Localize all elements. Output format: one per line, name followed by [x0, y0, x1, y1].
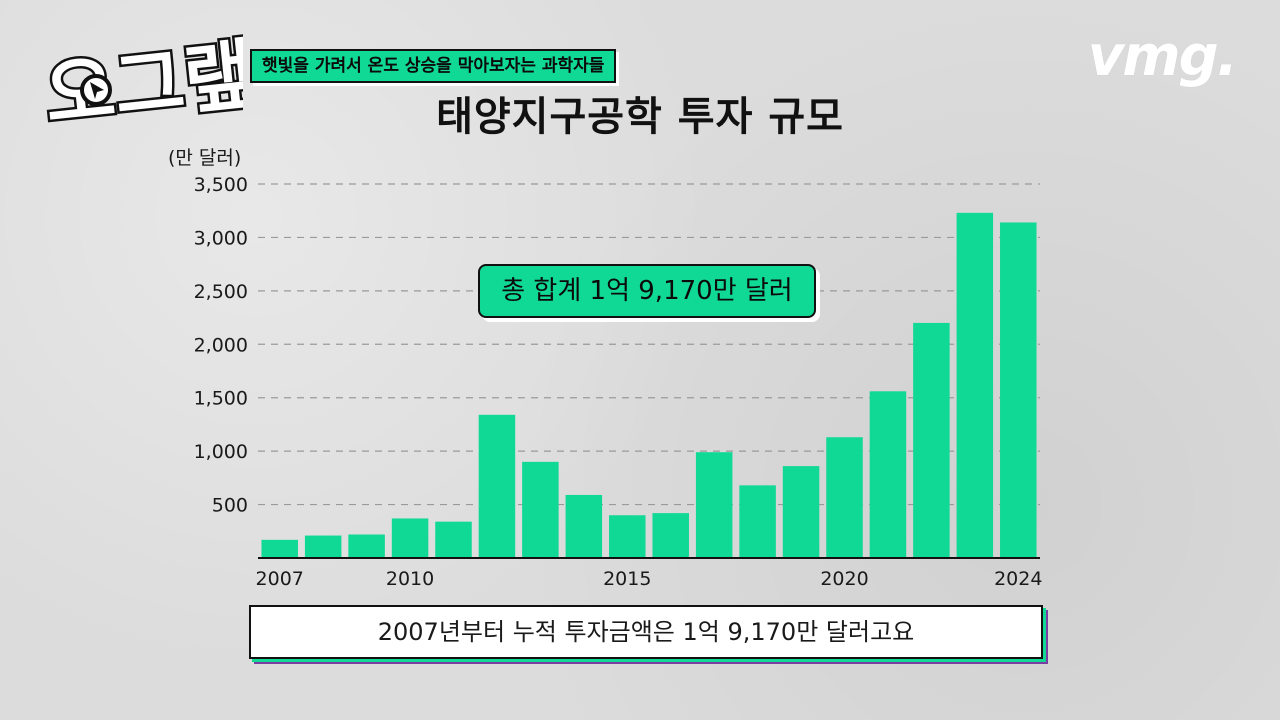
bar-2021 [869, 391, 907, 558]
bar-2012 [478, 414, 516, 558]
y-tick-label: 2,500 [194, 281, 248, 303]
y-tick-label: 500 [212, 495, 248, 517]
bar-2014 [565, 494, 603, 558]
bar-2016 [652, 513, 689, 558]
cursor-icon [80, 74, 112, 106]
x-tick-label: 2020 [820, 568, 868, 590]
bar-2018 [739, 485, 776, 558]
bar-2019 [782, 466, 820, 558]
x-tick-label: 2024 [994, 568, 1042, 590]
bar-2022 [913, 322, 950, 558]
x-tick-label: 2015 [603, 568, 651, 590]
bar-2009 [348, 534, 385, 558]
y-axis-unit-label: (만 달러) [168, 147, 242, 169]
bar-2015 [609, 515, 646, 558]
bar-2023 [956, 212, 994, 558]
y-tick-label: 2,000 [194, 334, 248, 356]
bar-2007 [261, 539, 298, 558]
ogeuraep-logo: 오그랲 [38, 30, 243, 130]
y-tick-label: 3,000 [194, 227, 248, 249]
y-tick-label: 3,500 [194, 174, 248, 196]
topic-tag: 햇빛을 가려서 온도 상승을 막아보자는 과학자들 [250, 49, 617, 83]
subtitle-caption: 2007년부터 누적 투자금액은 1억 9,170만 달러고요 [249, 605, 1043, 659]
bar-2020 [826, 437, 863, 558]
bar-2011 [435, 521, 472, 558]
bar-2010 [391, 518, 429, 558]
page-title: 태양지구공학 투자 규모 [436, 94, 844, 140]
y-tick-label: 1,500 [194, 388, 248, 410]
bar-2024 [1000, 222, 1037, 558]
bar-2008 [304, 535, 342, 558]
x-tick-label: 2007 [256, 568, 304, 590]
bar-2017 [695, 452, 733, 558]
bar-2013 [522, 461, 559, 558]
brand-logo: vmg. [1087, 24, 1238, 89]
y-tick-label: 1,000 [194, 441, 248, 463]
x-tick-label: 2010 [386, 568, 434, 590]
total-callout: 총 합계 1억 9,170만 달러 [478, 264, 816, 318]
